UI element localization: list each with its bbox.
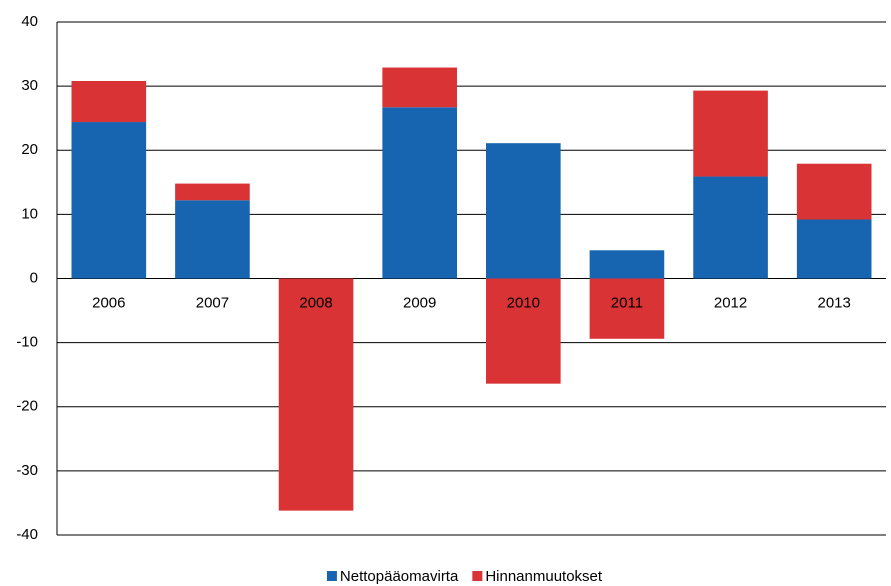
y-tick-label: 20 xyxy=(21,141,38,158)
bar xyxy=(589,278,665,339)
y-tick-label: 40 xyxy=(21,13,38,30)
bar xyxy=(589,250,665,279)
x-tick-label: 2009 xyxy=(403,294,436,311)
bar xyxy=(486,143,561,279)
x-tick-label: 2012 xyxy=(714,294,747,311)
y-tick-label: -20 xyxy=(16,398,38,415)
bar xyxy=(693,176,768,279)
bar xyxy=(382,67,457,108)
y-tick-label: -10 xyxy=(16,334,38,351)
bar xyxy=(382,107,457,279)
x-tick-label: 2013 xyxy=(818,294,851,311)
bar xyxy=(486,278,561,384)
y-tick-label: 10 xyxy=(21,205,38,222)
y-tick-label: 0 xyxy=(30,269,38,286)
x-tick-label: 2006 xyxy=(92,294,125,311)
bar xyxy=(175,183,250,201)
x-tick-label: 2011 xyxy=(611,294,643,311)
legend-swatch xyxy=(472,571,483,581)
legend-label: Hinnanmuutokset xyxy=(485,568,603,585)
bar xyxy=(796,219,872,279)
x-tick-label: 2008 xyxy=(299,294,332,311)
y-tick-label: -40 xyxy=(16,526,38,543)
bar xyxy=(796,163,872,220)
legend-label: Nettopääomavirta xyxy=(340,568,459,585)
x-tick-label: 2010 xyxy=(507,294,540,311)
y-tick-label: 30 xyxy=(21,77,38,94)
legend-swatch xyxy=(326,571,337,581)
bar xyxy=(693,90,768,177)
x-tick-label: 2007 xyxy=(196,294,229,311)
y-tick-label: -30 xyxy=(16,462,38,479)
bar xyxy=(71,80,147,123)
bar xyxy=(71,122,147,279)
bar xyxy=(278,278,354,511)
bar xyxy=(175,200,250,279)
